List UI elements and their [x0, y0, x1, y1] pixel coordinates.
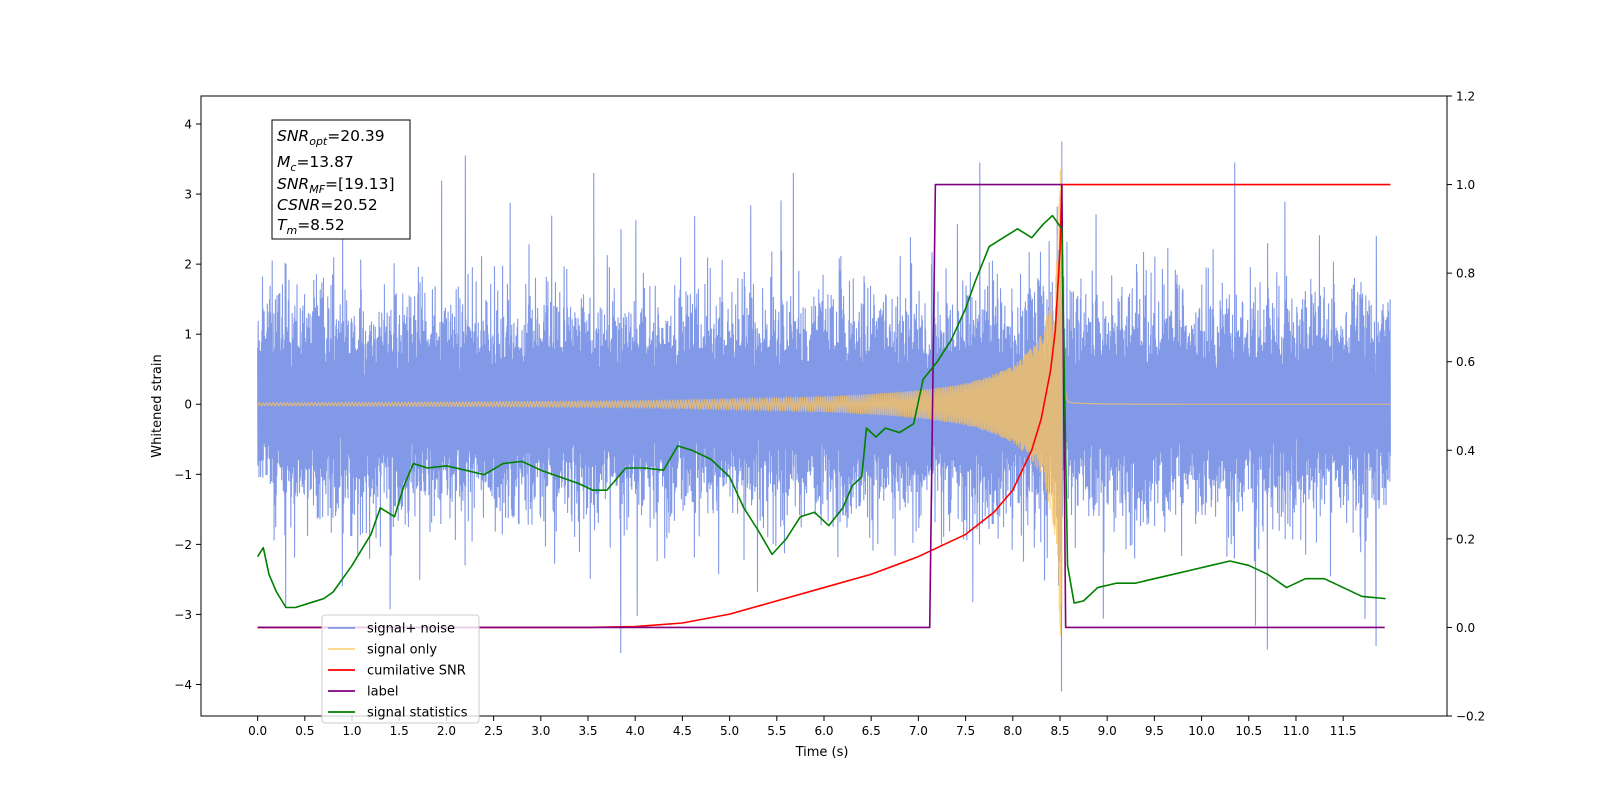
y-tick-label-left: 2 [184, 258, 192, 272]
x-tick-label: 7.0 [909, 724, 928, 738]
series-label [257, 183, 1385, 629]
x-tick-label: 2.0 [437, 724, 456, 738]
x-tick-label: 4.5 [673, 724, 692, 738]
y-tick-label-left: 1 [184, 328, 192, 342]
y-tick-label-left: −3 [174, 608, 192, 622]
series-cumulative-snr [257, 183, 1391, 629]
series-layer [256, 141, 1391, 692]
info-snr-mf: SNRMF=[19.13] [277, 175, 395, 196]
x-tick-label: 3.5 [578, 724, 597, 738]
x-tick-label: 1.5 [390, 724, 409, 738]
x-tick-label: 6.5 [862, 724, 881, 738]
y-tick-label-right: 0.0 [1456, 621, 1475, 635]
y-tick-label-left: −2 [174, 538, 192, 552]
y-tick-label-right: 0.2 [1456, 532, 1475, 546]
y-tick-label-left: 3 [184, 188, 192, 202]
x-tick-label: 9.5 [1145, 724, 1164, 738]
y-tick-label-right: 0.6 [1456, 355, 1475, 369]
series-signal-only [257, 146, 1391, 636]
y-tick-label-left: −4 [174, 678, 192, 692]
series-signal-noise [257, 141, 1391, 692]
x-tick-label: 1.0 [342, 724, 361, 738]
legend: signal+ noise signal only cumilative SNR la… [321, 614, 480, 724]
x-axis: 0.0 0.5 1.0 1.5 2.0 2.5 3.0 3.5 4.0 4.5 5.0 5.5 6.0 6… [248, 716, 1357, 738]
x-tick-label: 2.5 [484, 724, 503, 738]
legend-label: signal statistics [367, 706, 468, 721]
x-tick-label: 9.0 [1098, 724, 1117, 738]
y-tick-label-right: 0.4 [1456, 444, 1475, 458]
info-snr-opt: SNRopt=20.39 [277, 127, 385, 148]
legend-label: signal only [367, 643, 437, 658]
x-tick-label: 5.5 [767, 724, 786, 738]
y-axis-left: −4 −3 −2 −1 0 1 2 3 4 [174, 118, 201, 692]
x-tick-label: 8.0 [1003, 724, 1022, 738]
x-tick-label: 6.0 [814, 724, 833, 738]
x-tick-label: 10.5 [1235, 724, 1262, 738]
legend-label: signal+ noise [367, 622, 455, 637]
y-tick-label-right: 0.8 [1456, 267, 1475, 281]
y-axis-right: −0.2 0.0 0.2 0.4 0.6 0.8 1.0 1.2 [1447, 90, 1485, 724]
x-tick-label: 5.0 [720, 724, 739, 738]
info-tm: Tm=8.52 [277, 216, 345, 237]
x-tick-label: 0.0 [248, 724, 267, 738]
x-tick-label: 11.0 [1283, 724, 1310, 738]
x-tick-label: 11.5 [1330, 724, 1357, 738]
series-signal-statistics [256, 214, 1386, 609]
x-axis-title: Time (s) [795, 745, 849, 760]
y-tick-label-left: 4 [184, 118, 192, 132]
x-tick-label: 10.0 [1188, 724, 1215, 738]
y-tick-label-left: −1 [174, 468, 192, 482]
x-tick-label: 7.5 [956, 724, 975, 738]
info-box: SNRopt=20.39 Mc=13.87 SNRMF=[19.13] CSNR… [271, 119, 411, 240]
y-tick-label-right: −0.2 [1456, 710, 1485, 724]
y-tick-label-right: 1.0 [1456, 178, 1475, 192]
y-axis-title: Whitened strain [150, 354, 165, 457]
legend-label: label [367, 685, 398, 700]
y-tick-label-left: 0 [184, 398, 192, 412]
x-tick-label: 0.5 [295, 724, 314, 738]
x-tick-label: 8.5 [1050, 724, 1069, 738]
info-csnr: CSNR=20.52 [277, 196, 378, 214]
legend-label: cumilative SNR [367, 664, 466, 679]
x-tick-label: 4.0 [626, 724, 645, 738]
x-tick-label: 3.0 [531, 724, 550, 738]
info-mc: Mc=13.87 [277, 153, 354, 174]
y-tick-label-right: 1.2 [1456, 90, 1475, 104]
